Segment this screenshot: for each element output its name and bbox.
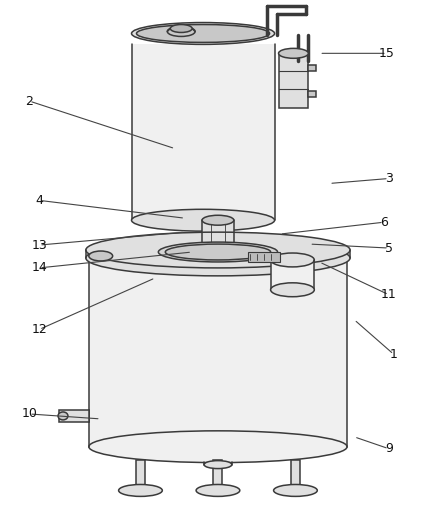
Ellipse shape <box>119 485 162 496</box>
Text: 10: 10 <box>21 407 37 420</box>
Text: 3: 3 <box>385 172 393 185</box>
Ellipse shape <box>58 412 68 420</box>
Bar <box>308 91 316 97</box>
Ellipse shape <box>89 242 347 274</box>
Text: 5: 5 <box>385 242 393 254</box>
Polygon shape <box>279 53 308 108</box>
Bar <box>308 65 316 71</box>
Text: 11: 11 <box>381 288 397 301</box>
Bar <box>248 252 279 262</box>
Bar <box>59 410 89 422</box>
Ellipse shape <box>86 232 350 268</box>
Text: 15: 15 <box>379 47 395 60</box>
Ellipse shape <box>86 240 350 276</box>
Text: 2: 2 <box>25 95 33 107</box>
Ellipse shape <box>132 22 275 44</box>
Ellipse shape <box>132 209 275 231</box>
Ellipse shape <box>273 485 317 496</box>
Ellipse shape <box>95 244 341 272</box>
Ellipse shape <box>136 24 270 42</box>
Ellipse shape <box>279 48 308 59</box>
Ellipse shape <box>271 283 314 297</box>
Text: 12: 12 <box>31 323 47 336</box>
Ellipse shape <box>165 244 271 260</box>
Text: 9: 9 <box>385 442 393 455</box>
Ellipse shape <box>204 461 232 469</box>
Polygon shape <box>89 258 347 447</box>
Ellipse shape <box>202 245 234 255</box>
Polygon shape <box>202 220 234 250</box>
Text: 14: 14 <box>31 262 47 274</box>
Polygon shape <box>214 460 222 487</box>
Ellipse shape <box>89 251 113 261</box>
Polygon shape <box>271 260 314 290</box>
Ellipse shape <box>167 26 195 37</box>
Text: 6: 6 <box>380 216 388 229</box>
Text: 1: 1 <box>390 348 398 361</box>
Ellipse shape <box>89 431 347 463</box>
Ellipse shape <box>170 24 192 33</box>
Text: 4: 4 <box>35 194 43 207</box>
Ellipse shape <box>271 253 314 267</box>
Ellipse shape <box>158 242 278 262</box>
Polygon shape <box>291 460 300 487</box>
Ellipse shape <box>202 215 234 225</box>
Ellipse shape <box>196 485 240 496</box>
Polygon shape <box>136 460 145 487</box>
Polygon shape <box>132 44 275 220</box>
Text: 13: 13 <box>31 239 47 251</box>
